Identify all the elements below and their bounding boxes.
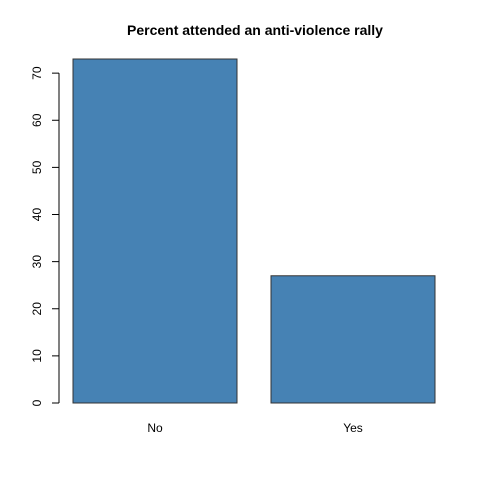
y-tick-label: 10 [30,349,44,363]
bars [72,58,436,404]
y-tick-label: 60 [30,113,44,127]
chart-title: Percent attended an anti-violence rally [127,22,383,38]
x-category-label: No [147,421,163,435]
y-tick-label: 70 [30,66,44,80]
y-tick-label: 40 [30,208,44,222]
x-axis-labels: No Yes [147,421,362,435]
bar-yes [270,275,436,404]
y-axis: 0 10 20 30 40 50 60 70 [30,66,60,406]
x-category-label: Yes [343,421,363,435]
bar-no [72,58,238,404]
y-tick-label: 20 [30,302,44,316]
y-tick-label: 30 [30,255,44,269]
y-tick-label: 50 [30,160,44,174]
y-tick-label: 0 [30,399,44,406]
